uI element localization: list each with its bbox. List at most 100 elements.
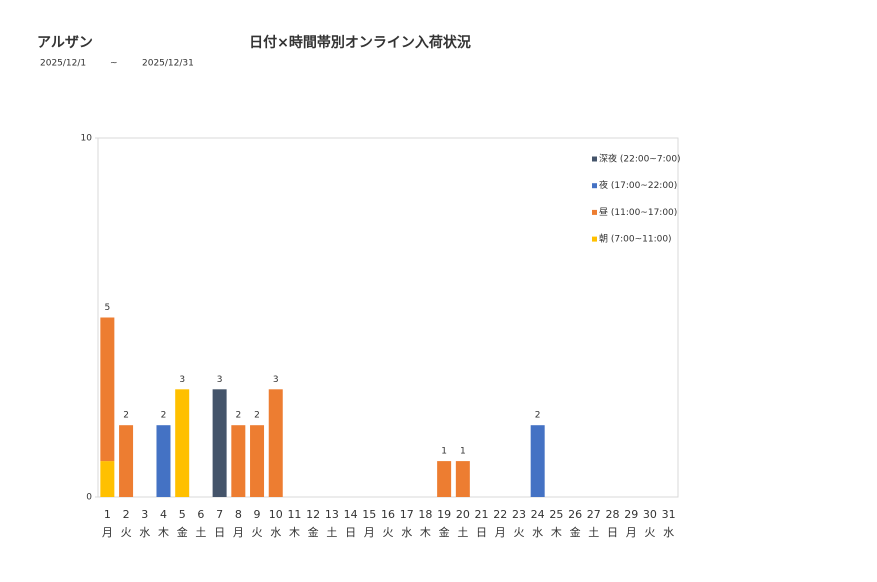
y-tick-label: 0 (86, 493, 92, 503)
x-tick-label: 21 (475, 508, 489, 521)
x-tick-label: 10 (269, 508, 283, 521)
x-tick-label: 18 (418, 508, 432, 521)
bar (530, 425, 545, 497)
x-tick-label: 8 (235, 508, 242, 521)
legend-swatch (592, 183, 597, 189)
x-tick-label: 15 (362, 508, 376, 521)
x-tick-label: 17 (400, 508, 414, 521)
x-tick-weekday: 火 (513, 526, 524, 539)
bar (250, 425, 265, 497)
x-tick-weekday: 日 (214, 526, 225, 539)
legend-label: 昼 (11:00~17:00) (599, 207, 677, 218)
x-tick-weekday: 金 (308, 525, 319, 539)
store-name: アルザン (37, 35, 93, 51)
x-tick-label: 9 (254, 508, 261, 521)
legend-swatch (592, 209, 597, 215)
x-tick-weekday: 月 (233, 526, 244, 539)
bar (156, 425, 171, 497)
x-tick-weekday: 土 (588, 526, 599, 539)
x-tick-weekday: 水 (401, 526, 412, 539)
x-tick-label: 19 (437, 508, 451, 521)
x-tick-weekday: 月 (102, 526, 113, 539)
total-label: 1 (441, 447, 447, 457)
x-tick-weekday: 月 (364, 526, 375, 539)
y-tick-label: 10 (81, 134, 93, 144)
total-label: 2 (535, 411, 541, 421)
bar (268, 389, 283, 497)
bar (437, 461, 452, 497)
x-tick-weekday: 日 (607, 526, 618, 539)
total-label: 2 (235, 411, 241, 421)
x-tick-label: 2 (123, 508, 130, 521)
bar (175, 389, 190, 497)
total-label: 3 (273, 375, 279, 385)
bar (212, 389, 227, 497)
legend-swatch (592, 236, 597, 242)
x-tick-weekday: 火 (644, 526, 655, 539)
x-tick-label: 14 (344, 508, 358, 521)
legend-label: 朝 (7:00~11:00) (599, 234, 672, 245)
x-tick-weekday: 火 (383, 526, 394, 539)
bar (119, 425, 134, 497)
x-tick-weekday: 木 (158, 526, 169, 539)
bar (231, 425, 246, 497)
x-tick-weekday: 水 (270, 526, 281, 539)
x-tick-label: 7 (216, 508, 223, 521)
bar (100, 317, 115, 462)
x-tick-weekday: 月 (626, 526, 637, 539)
x-tick-label: 24 (531, 508, 545, 521)
legend-swatch (592, 156, 597, 162)
total-label: 3 (179, 375, 185, 385)
legend-label: 深夜 (22:00~7:00) (599, 153, 681, 165)
x-tick-label: 29 (624, 508, 638, 521)
x-tick-label: 22 (493, 508, 507, 521)
x-tick-weekday: 木 (551, 526, 562, 539)
x-tick-weekday: 水 (139, 526, 150, 539)
date-separator: ~ (110, 59, 118, 69)
legend-label: 夜 (17:00~22:00) (599, 179, 677, 191)
x-tick-weekday: 土 (195, 526, 206, 539)
x-tick-label: 12 (306, 508, 320, 521)
x-tick-weekday: 木 (289, 526, 300, 539)
total-label: 2 (161, 411, 167, 421)
total-label: 1 (460, 447, 466, 457)
total-label: 3 (217, 375, 223, 385)
x-tick-weekday: 月 (495, 526, 506, 539)
x-tick-label: 26 (568, 508, 582, 521)
x-tick-label: 3 (141, 508, 148, 521)
x-tick-weekday: 水 (663, 526, 674, 539)
x-tick-label: 11 (287, 508, 301, 521)
x-tick-label: 13 (325, 508, 339, 521)
x-tick-label: 4 (160, 508, 167, 521)
total-label: 2 (254, 411, 260, 421)
x-tick-label: 30 (643, 508, 657, 521)
x-tick-weekday: 火 (252, 526, 263, 539)
x-tick-label: 20 (456, 508, 470, 521)
x-tick-label: 6 (197, 508, 204, 521)
x-tick-label: 31 (662, 508, 676, 521)
x-tick-weekday: 金 (439, 525, 450, 539)
x-tick-weekday: 土 (326, 526, 337, 539)
plot-area (97, 137, 679, 498)
date-to: 2025/12/31 (142, 59, 194, 69)
total-label: 2 (123, 411, 129, 421)
x-tick-weekday: 金 (570, 525, 581, 539)
x-tick-weekday: 日 (476, 526, 487, 539)
bar (100, 461, 115, 497)
x-tick-label: 23 (512, 508, 526, 521)
total-label: 5 (104, 303, 110, 313)
x-tick-label: 27 (587, 508, 601, 521)
x-tick-label: 1 (104, 508, 111, 521)
date-from: 2025/12/1 (40, 59, 86, 69)
x-tick-label: 16 (381, 508, 395, 521)
x-tick-label: 25 (549, 508, 563, 521)
x-tick-weekday: 水 (532, 526, 543, 539)
x-tick-weekday: 日 (345, 526, 356, 539)
x-tick-weekday: 火 (121, 526, 132, 539)
bar (455, 461, 470, 497)
x-tick-weekday: 土 (457, 526, 468, 539)
x-tick-label: 5 (179, 508, 186, 521)
x-tick-weekday: 木 (420, 526, 431, 539)
chart-title: 日付×時間帯別オンライン入荷状況 (249, 34, 471, 51)
